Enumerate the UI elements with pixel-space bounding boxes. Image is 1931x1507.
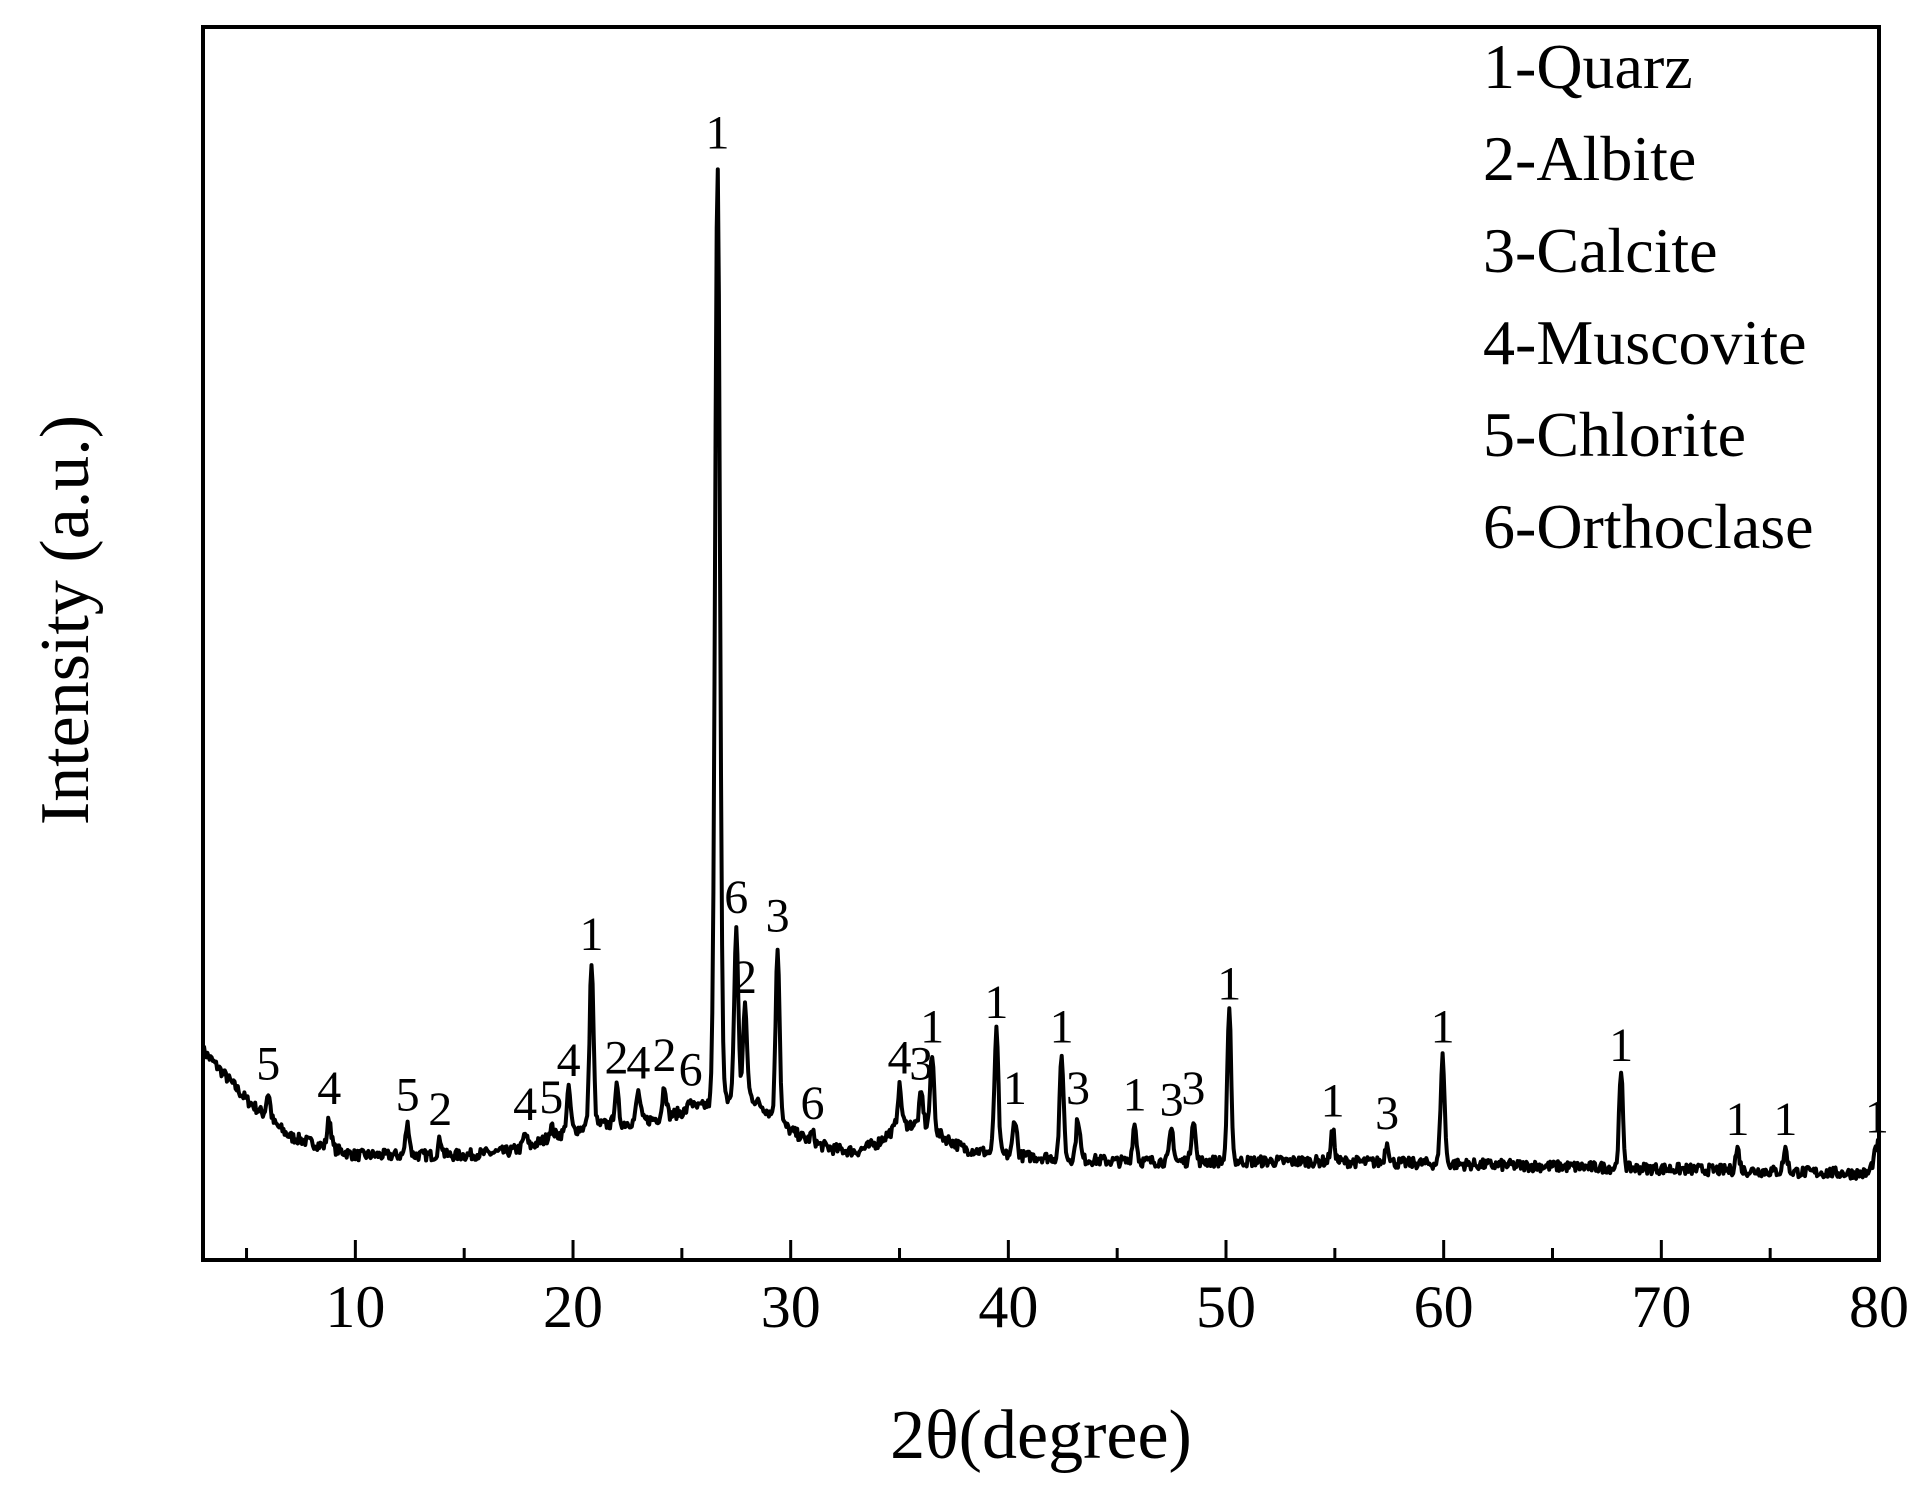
peak-label: 4 [317, 1062, 341, 1115]
peak-label: 4 [626, 1036, 650, 1089]
plot-frame [201, 25, 1881, 1262]
x-tick-label: 10 [325, 1274, 385, 1340]
peak-label: 1 [1217, 957, 1241, 1010]
peak-label: 1 [1003, 1062, 1027, 1115]
peak-label: 5 [256, 1038, 280, 1091]
legend-entry: 5-Chlorite [1483, 399, 1746, 470]
peak-label: 2 [605, 1031, 629, 1084]
peak-label: 3 [1160, 1073, 1184, 1126]
peak-label: 1 [580, 908, 604, 961]
legend: 1-Quarz 2-Albite 3-Calcite 4-Muscovite 5-Chl… [1483, 31, 1814, 562]
peak-label: 1 [984, 976, 1008, 1029]
peak-label: 1 [1321, 1075, 1345, 1128]
peak-label: 6 [724, 871, 748, 924]
x-axis-title: 2θ(degree) [890, 1397, 1192, 1474]
x-tick-label: 40 [978, 1274, 1038, 1340]
peak-label: 1 [1773, 1093, 1797, 1146]
peak-label: 1 [1431, 1001, 1455, 1054]
x-tick-label: 70 [1631, 1274, 1691, 1340]
x-axis-tick-labels: 10 20 30 40 50 60 70 80 [325, 1274, 1909, 1340]
peak-label: 1 [1865, 1091, 1889, 1144]
x-tick-label: 50 [1196, 1274, 1256, 1340]
peak-label: 3 [1375, 1087, 1399, 1140]
peak-label: 2 [733, 951, 757, 1004]
legend-entry: 4-Muscovite [1483, 307, 1807, 378]
peak-label: 4 [513, 1078, 537, 1131]
peak-label: 3 [1181, 1062, 1205, 1115]
legend-entry: 1-Quarz [1483, 31, 1693, 102]
peak-label: 6 [800, 1077, 824, 1130]
x-tick-label: 80 [1849, 1274, 1909, 1340]
peak-label: 4 [888, 1031, 912, 1084]
peak-label: 1 [920, 1001, 944, 1054]
peak-label: 3 [909, 1038, 933, 1091]
peak-label: 2 [428, 1083, 452, 1136]
legend-entry: 6-Orthoclase [1483, 491, 1814, 562]
x-tick-label: 30 [761, 1274, 821, 1340]
peak-label: 5 [539, 1071, 563, 1124]
peak-label: 2 [652, 1029, 676, 1082]
peak-label: 1 [1609, 1019, 1633, 1072]
peak-label: 6 [679, 1044, 703, 1097]
x-tick-label: 60 [1414, 1274, 1474, 1340]
xrd-pattern-line [201, 167, 1881, 1181]
legend-entry: 3-Calcite [1483, 215, 1718, 286]
peak-label: 1 [1726, 1093, 1750, 1146]
legend-entry: 2-Albite [1483, 123, 1696, 194]
peak-label: 1 [1123, 1068, 1147, 1121]
x-tick-label: 20 [543, 1274, 603, 1340]
peak-label: 3 [766, 890, 790, 943]
peak-label: 3 [1066, 1062, 1090, 1115]
x-axis-ticks [245, 1240, 1881, 1260]
peak-label: 4 [557, 1034, 581, 1087]
peak-label: 5 [396, 1068, 420, 1121]
y-axis-title: Intensity (a.u.) [27, 415, 104, 825]
peak-label: 1 [706, 107, 730, 160]
peak-label: 1 [1050, 1001, 1074, 1054]
